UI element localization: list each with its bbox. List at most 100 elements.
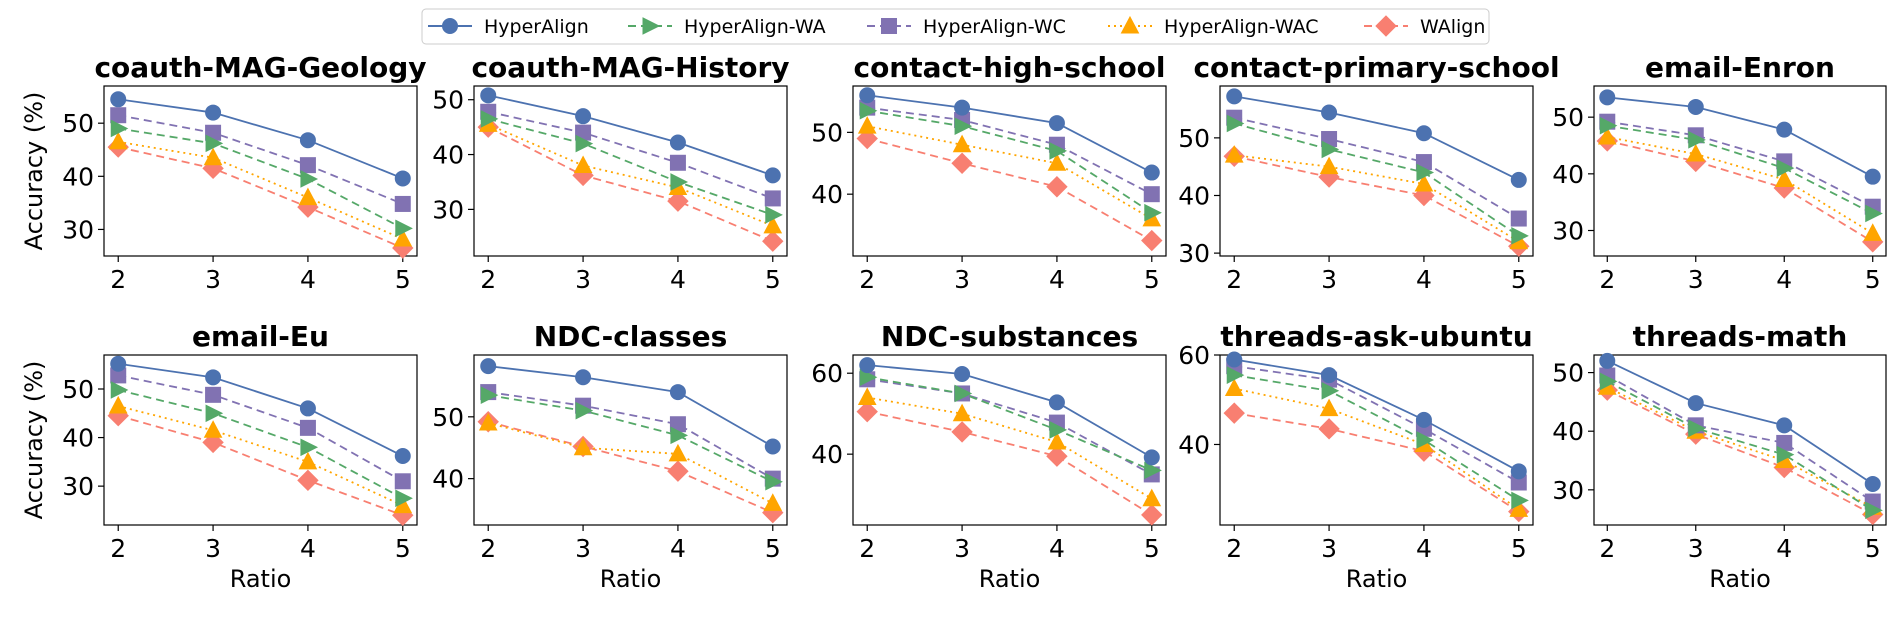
x-tick-label: 5: [1865, 534, 1881, 563]
panel-contact-high-school: contact-high-school 2 3 4 5 40 50: [811, 51, 1167, 294]
series-line: [1234, 95, 1520, 181]
series-line: [1234, 387, 1520, 511]
legend-marker-triangle-up-icon: [1120, 15, 1140, 34]
panel-title: threads-ask-ubuntu: [1220, 320, 1532, 353]
data-point: [1864, 168, 1881, 185]
x-tick-label: 5: [1144, 534, 1160, 563]
data-point: [299, 400, 316, 417]
panel-coauth-mag-history: coauth-MAG-History 2 3 4 5 30 40 50: [432, 51, 789, 294]
data-point: [764, 167, 781, 184]
data-point: [859, 101, 878, 120]
data-point: [575, 134, 594, 153]
series-line: [1607, 96, 1874, 178]
panels: coauth-MAG-Geology 2 3 4 5 30 40 50 Accuracy (%)…: [20, 51, 1887, 593]
data-point: [203, 147, 223, 166]
panel-contact-primary-school: contact-primary-school 2 3 4 5 30 40 50: [1178, 51, 1559, 294]
series-hyperalign: [1599, 352, 1881, 492]
series-hyperalign-wa: [1599, 372, 1883, 520]
series-line: [1606, 389, 1874, 516]
series-line: [117, 414, 404, 517]
series-line: [867, 378, 1153, 476]
data-point: [1048, 394, 1065, 411]
data-point: [1226, 114, 1245, 133]
series-line: [1234, 374, 1520, 502]
panel-ndc-substances: NDC-substances 2 3 4 5 40 60 Ratio: [811, 320, 1167, 593]
series-hyperalign-wac: [857, 387, 1162, 507]
legend-label: HyperAlign-WAC: [1164, 16, 1319, 38]
data-point: [205, 104, 222, 121]
x-tick-label: 2: [480, 534, 496, 563]
x-axis-label: Ratio: [1709, 565, 1771, 593]
data-point: [1048, 115, 1065, 132]
series-hyperalign: [1226, 351, 1527, 480]
data-point: [951, 152, 973, 174]
series-hyperalign-wc: [480, 103, 781, 207]
data-point: [1511, 491, 1529, 510]
data-point: [108, 131, 128, 150]
data-point: [1415, 125, 1432, 142]
series-line: [1606, 360, 1874, 485]
data-point: [205, 404, 224, 423]
series-hyperalign: [480, 358, 781, 455]
plot-frame: [103, 85, 418, 257]
series-hyperalign-wa: [1599, 116, 1883, 223]
data-point: [110, 119, 129, 138]
series-hyperalign-wac: [1597, 126, 1883, 241]
x-tick-label: 4: [1416, 265, 1432, 294]
series-hyperalign-wac: [1224, 378, 1529, 517]
y-tick-label: 30: [1552, 217, 1584, 246]
data-point: [1776, 159, 1795, 177]
x-tick-label: 4: [1776, 534, 1792, 563]
data-point: [300, 170, 319, 188]
series-walign: [107, 405, 414, 526]
x-tick-label: 4: [670, 265, 686, 294]
data-point: [1144, 461, 1162, 480]
x-tick-label: 4: [1416, 534, 1432, 563]
series-line: [118, 405, 404, 507]
x-tick-label: 5: [1511, 534, 1527, 563]
legend-marker-circle-icon: [442, 18, 458, 34]
series-hyperalign-wa: [1226, 114, 1529, 245]
legend-item-walign: WAlign: [1364, 15, 1485, 38]
panel-title: contact-high-school: [853, 51, 1165, 84]
y-tick-label: 30: [62, 472, 94, 501]
panel-title: coauth-MAG-History: [471, 51, 789, 84]
data-point: [857, 116, 877, 134]
series-line: [118, 146, 404, 249]
data-point: [1049, 142, 1068, 160]
data-point: [394, 448, 411, 465]
data-point: [480, 386, 499, 404]
x-tick-label: 3: [575, 534, 591, 563]
data-point: [300, 438, 319, 457]
data-point: [1226, 351, 1243, 368]
x-axis-label: Ratio: [600, 565, 662, 593]
y-tick-label: 60: [1178, 341, 1210, 370]
data-point: [110, 91, 127, 108]
data-point: [1226, 88, 1243, 105]
data-point: [763, 493, 783, 511]
data-point: [1864, 475, 1881, 492]
data-point: [1687, 98, 1704, 115]
x-tick-label: 5: [1144, 265, 1160, 294]
data-point: [203, 420, 223, 438]
x-tick-label: 3: [1321, 265, 1337, 294]
data-point: [1143, 186, 1160, 203]
panel-title: email-Eu: [192, 320, 329, 353]
data-point: [1510, 171, 1527, 188]
data-point: [299, 132, 316, 149]
y-tick-label: 30: [1178, 239, 1210, 268]
data-point: [764, 190, 781, 207]
series-hyperalign-wc: [110, 367, 411, 490]
plot-frame: [473, 85, 788, 257]
plot-frame: [473, 354, 788, 526]
series-line: [488, 422, 774, 505]
series-line: [487, 126, 774, 243]
data-point: [478, 412, 498, 431]
data-point: [1224, 145, 1244, 163]
x-tick-label: 5: [765, 265, 781, 294]
data-point: [954, 384, 973, 403]
series-walign: [1223, 402, 1530, 523]
data-point: [1047, 153, 1067, 171]
x-tick-label: 2: [1226, 265, 1242, 294]
data-point: [859, 368, 878, 387]
